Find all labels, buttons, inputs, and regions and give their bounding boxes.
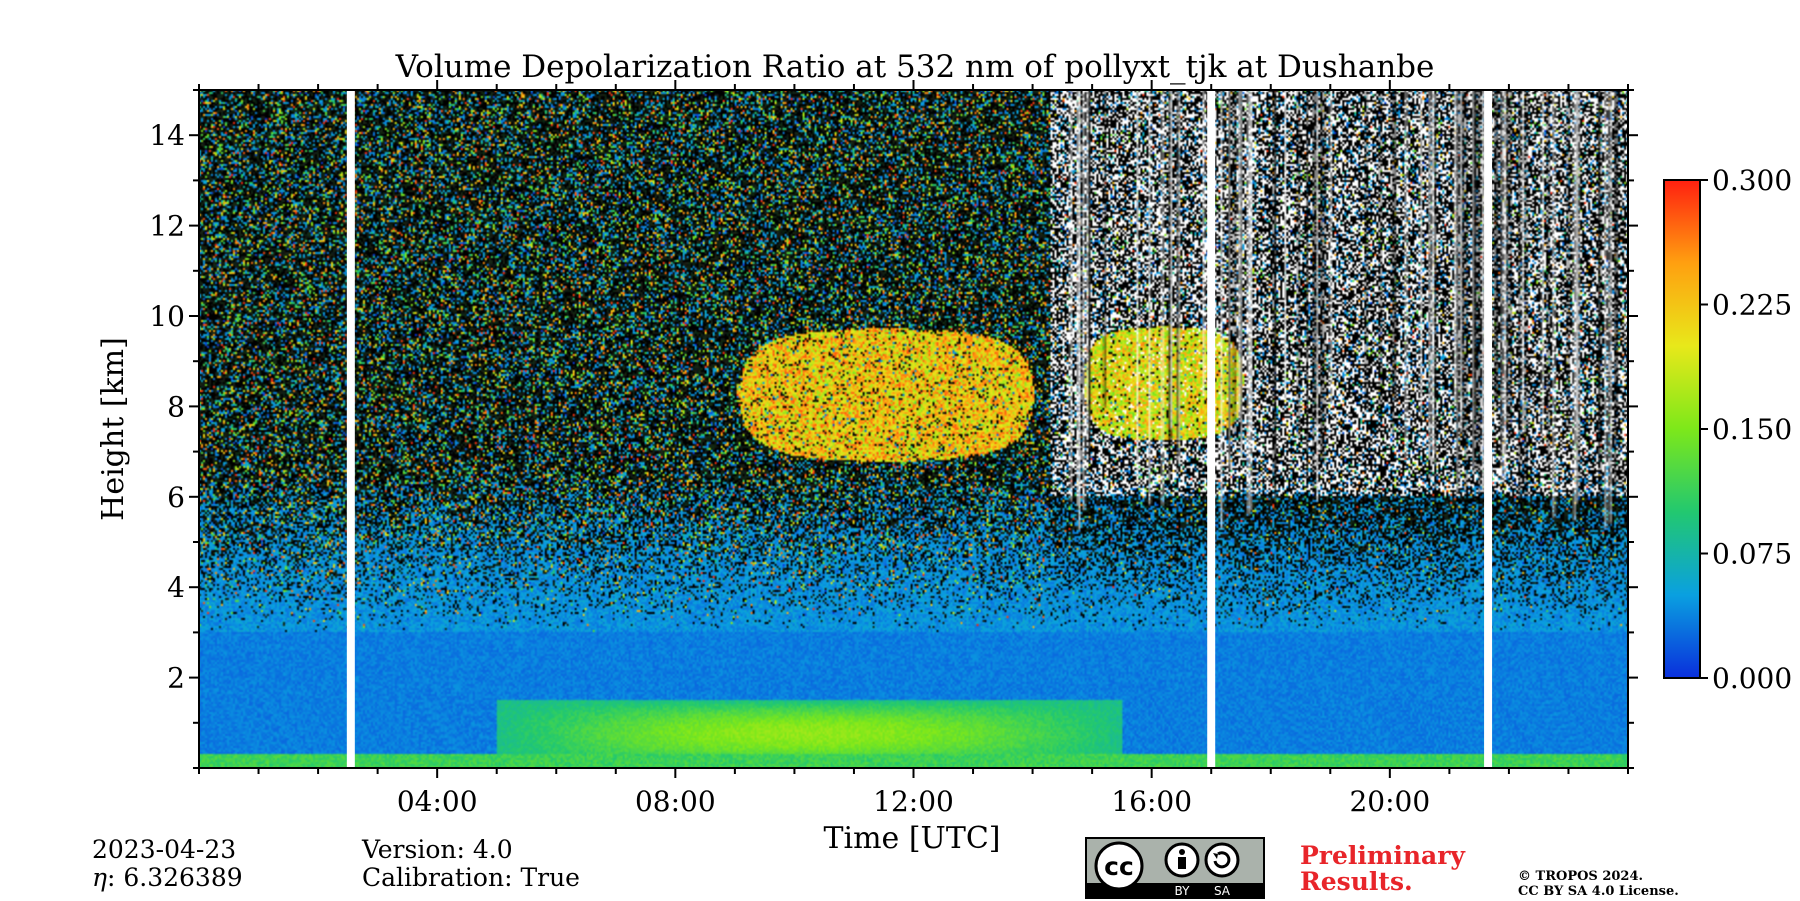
preliminary-line-1: Preliminary xyxy=(1300,841,1465,870)
eta-text: η: 6.326389 xyxy=(92,864,243,892)
x-tick-label: 04:00 xyxy=(397,785,478,818)
version-text: Version: 4.0 xyxy=(362,835,513,864)
depolarization-heatmap xyxy=(199,90,1628,768)
y-tick-label: 12 xyxy=(149,210,185,243)
x-tick-label: 12:00 xyxy=(873,785,954,818)
y-axis-label: Height [km] xyxy=(96,337,131,521)
copyright-note: © TROPOS 2024. CC BY SA 4.0 License. xyxy=(1518,869,1679,899)
chart-title: Volume Depolarization Ratio at 532 nm of… xyxy=(395,49,1435,85)
eta-value: : 6.326389 xyxy=(106,863,243,892)
cc-by-text: BY xyxy=(1175,884,1191,897)
colorbar-tick-label: 0.225 xyxy=(1712,289,1792,322)
preliminary-results-note: Preliminary Results. xyxy=(1300,843,1465,895)
data-gap xyxy=(1207,90,1216,768)
colorbar-tick-label: 0.075 xyxy=(1712,538,1792,571)
footer-date-block: 2023-04-23 η: 6.326389 xyxy=(92,836,243,892)
data-gap xyxy=(346,90,355,768)
colorbar-tick-label: 0.000 xyxy=(1712,662,1792,695)
data-gap xyxy=(1484,90,1493,768)
x-tick-label: 08:00 xyxy=(635,785,716,818)
colorbar: 0.000 0.075 0.150 0.225 0.300 xyxy=(1663,164,1792,695)
y-axis: 2 4 6 8 10 12 14 xyxy=(149,89,1638,769)
y-tick-label: 4 xyxy=(167,571,185,604)
eta-symbol: η xyxy=(92,863,107,892)
copyright-line-2: CC BY SA 4.0 License. xyxy=(1518,884,1679,899)
plot-area xyxy=(198,89,1629,769)
x-axis-label: Time [UTC] xyxy=(824,821,1001,856)
colorbar-tick-label: 0.300 xyxy=(1712,164,1792,197)
x-tick-label: 16:00 xyxy=(1111,785,1192,818)
footer-version-block: Version: 4.0 Calibration: True xyxy=(362,836,580,892)
cc-logo-text: cc xyxy=(1104,852,1134,881)
y-tick-label: 8 xyxy=(167,390,185,423)
date-text: 2023-04-23 xyxy=(92,835,237,864)
colorbar-tick-label: 0.150 xyxy=(1712,413,1792,446)
x-axis: 04:00 08:00 12:00 16:00 20:00 xyxy=(198,80,1629,818)
cc-badge-icon: cc BY SA xyxy=(1087,841,1263,898)
x-tick-label: 20:00 xyxy=(1349,785,1430,818)
copyright-line-1: © TROPOS 2024. xyxy=(1518,869,1644,884)
colorbar-bar xyxy=(1663,179,1701,679)
calibration-text: Calibration: True xyxy=(362,863,580,892)
y-tick-label: 6 xyxy=(167,481,185,514)
preliminary-line-2: Results. xyxy=(1300,867,1413,896)
y-tick-label: 14 xyxy=(149,119,185,152)
y-tick-label: 10 xyxy=(149,300,185,333)
cc-license-badge: cc BY SA xyxy=(1085,837,1265,899)
cc-sa-text: SA xyxy=(1214,884,1231,897)
y-tick-label: 2 xyxy=(167,662,185,695)
